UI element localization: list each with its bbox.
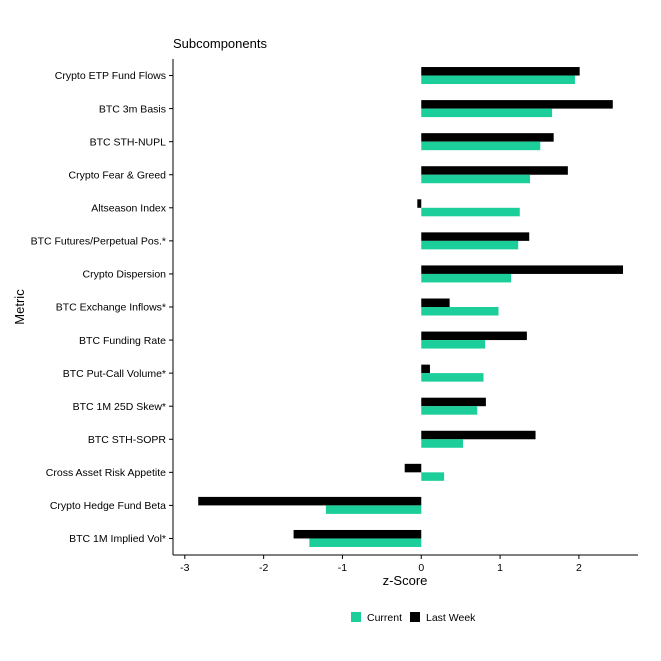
y-axis-title: Metric <box>12 289 27 325</box>
y-tick-label: BTC Exchange Inflows* <box>56 302 166 314</box>
bar-current <box>421 174 531 184</box>
y-tick-label: Crypto Fear & Greed <box>69 169 167 181</box>
bar-last-week <box>198 496 422 506</box>
bar-last-week <box>421 67 580 76</box>
bar-current <box>325 505 422 514</box>
x-tick-label: 1 <box>497 562 503 574</box>
bar-last-week <box>421 397 486 407</box>
bar-current <box>309 538 422 547</box>
y-tick-label: Crypto Dispersion <box>83 269 167 281</box>
y-tick-label: BTC Funding Rate <box>79 335 166 347</box>
x-tick-label: 2 <box>576 562 582 574</box>
bar-current <box>421 240 519 250</box>
bar-current <box>421 108 553 118</box>
bar-last-week <box>421 331 527 341</box>
y-tick-label: Crypto ETP Fund Flows <box>55 70 166 82</box>
chart-title: Subcomponents <box>173 36 267 51</box>
legend-swatch-current <box>351 612 361 622</box>
bar-last-week <box>421 100 613 109</box>
bar-current <box>421 273 512 283</box>
y-tick-label: BTC STH-SOPR <box>88 434 167 446</box>
y-tick-label: BTC Put-Call Volume* <box>63 368 166 380</box>
x-tick-label: -2 <box>259 562 268 574</box>
x-tick-label: -1 <box>338 562 347 574</box>
bar-current <box>421 207 520 217</box>
bar-last-week <box>404 463 422 473</box>
bar-last-week <box>421 430 536 440</box>
bar-last-week <box>421 166 568 175</box>
bar-last-week <box>421 298 450 307</box>
bar-last-week <box>421 133 554 142</box>
legend-label: Last Week <box>426 612 476 624</box>
y-tick-label: BTC 3m Basis <box>99 103 166 115</box>
bar-current <box>421 439 464 448</box>
y-tick-label: Crypto Hedge Fund Beta <box>50 500 166 512</box>
bar-last-week <box>421 232 530 241</box>
bar-last-week <box>293 529 422 539</box>
bar-current <box>421 472 445 481</box>
y-tick-label: Altseason Index <box>91 203 166 215</box>
bars-group <box>198 67 624 547</box>
x-ticks-group: -3 -2 -1 0 1 2 <box>180 555 582 574</box>
bar-current <box>421 141 541 151</box>
y-tick-label: BTC 1M 25D Skew* <box>73 401 166 413</box>
bar-last-week <box>421 364 430 374</box>
x-axis-title: z-Score <box>383 573 428 588</box>
bar-current <box>421 406 478 415</box>
bar-last-week <box>417 199 422 208</box>
y-tick-label: BTC STH-NUPL <box>90 136 167 148</box>
y-ticks-group: Crypto ETP Fund Flows BTC 3m Basis BTC STH… <box>31 70 173 545</box>
y-tick-label: Cross Asset Risk Appetite <box>46 467 166 479</box>
bar-current <box>421 340 486 349</box>
bar-current <box>421 75 575 85</box>
y-tick-label: BTC 1M Implied Vol* <box>69 533 166 545</box>
legend: Current Last Week <box>351 612 476 624</box>
bar-current <box>421 373 484 382</box>
legend-swatch-last-week <box>410 612 420 622</box>
bar-current <box>421 307 499 316</box>
x-tick-label: -3 <box>180 562 189 574</box>
y-tick-label: BTC Futures/Perpetual Pos.* <box>31 236 166 248</box>
legend-label: Current <box>367 612 402 624</box>
x-tick-label: 0 <box>418 562 424 574</box>
bar-last-week <box>421 265 624 274</box>
